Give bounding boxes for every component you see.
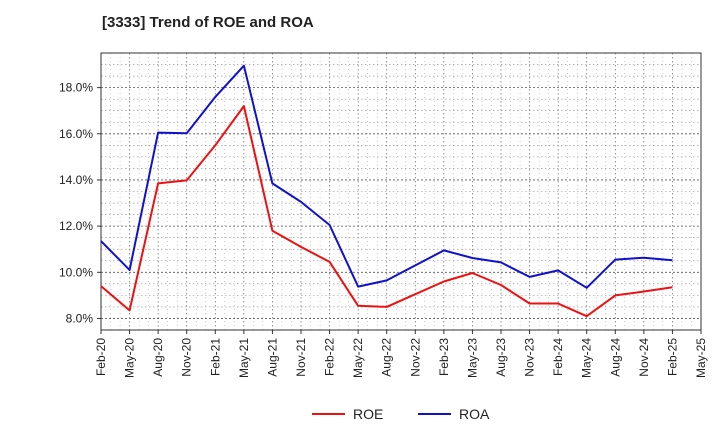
x-tick-label: May-23	[465, 338, 479, 378]
x-tick-label: May-24	[580, 338, 594, 378]
y-axis: 8.0% 10.0% 12.0% 14.0% 16.0% 18.0%	[59, 81, 101, 325]
series-line-roa	[100, 64, 673, 289]
x-tick-label: Nov-21	[294, 338, 308, 377]
x-tick-label: May-22	[351, 338, 365, 378]
legend-label-roa: ROA	[459, 406, 490, 422]
x-tick-label: Feb-22	[323, 338, 337, 376]
x-tick-label: May-21	[237, 338, 251, 378]
x-tick-label: Feb-25	[665, 338, 679, 376]
grid-lines	[101, 52, 701, 331]
x-tick-label: May-25	[694, 338, 708, 378]
plot-area-frame	[100, 52, 702, 331]
x-tick-label: Feb-20	[94, 338, 108, 376]
x-tick-label: Nov-23	[523, 338, 537, 377]
chart-title: [3333] Trend of ROE and ROA	[102, 14, 314, 31]
x-tick-label: Feb-24	[551, 338, 565, 376]
legend: ROE ROA	[312, 406, 490, 422]
y-tick-label: 18.0%	[59, 81, 93, 95]
y-tick-label: 8.0%	[66, 311, 94, 325]
y-tick-label: 10.0%	[59, 265, 93, 279]
x-tick-label: Aug-23	[494, 338, 508, 377]
x-tick-label: Aug-22	[380, 338, 394, 377]
x-tick-label: Nov-24	[637, 338, 651, 377]
y-tick-label: 14.0%	[59, 173, 93, 187]
x-tick-label: Feb-21	[208, 338, 222, 376]
y-tick-label: 16.0%	[59, 127, 93, 141]
x-axis: Feb-20 May-20 Aug-20 Nov-20 Feb-21 May-21 Aug-…	[94, 330, 708, 378]
x-tick-label: Aug-21	[265, 338, 279, 377]
x-tick-label: Feb-23	[437, 338, 451, 376]
x-tick-label: Aug-20	[151, 338, 165, 377]
x-tick-label: Nov-20	[180, 338, 194, 377]
series-line-roe	[100, 105, 673, 318]
x-tick-label: May-20	[123, 338, 137, 378]
y-tick-label: 12.0%	[59, 219, 93, 233]
legend-label-roe: ROE	[353, 406, 383, 422]
series-layer	[100, 64, 673, 318]
x-tick-label: Nov-22	[408, 338, 422, 377]
x-tick-label: Aug-24	[608, 338, 622, 377]
